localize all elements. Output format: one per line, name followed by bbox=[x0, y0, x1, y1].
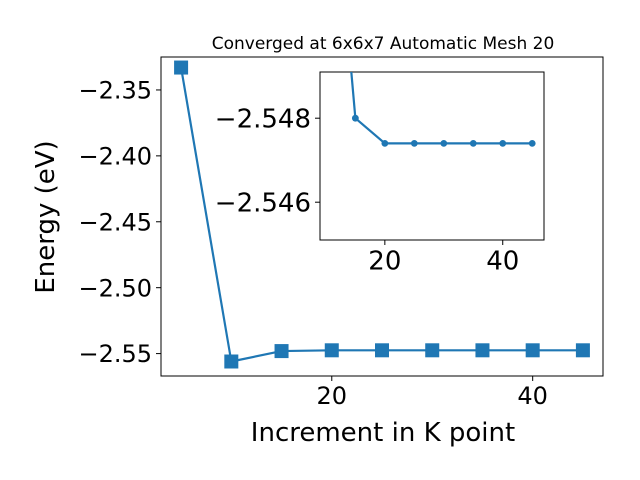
inset-x-tick-label: 40 bbox=[486, 247, 519, 277]
inset-data-point bbox=[440, 140, 448, 147]
main-frame bbox=[160, 56, 604, 377]
main-data-point bbox=[375, 343, 389, 358]
main-y-tick-label: −2.35 bbox=[78, 77, 152, 105]
inset-data-point bbox=[410, 140, 418, 147]
main-data-point bbox=[324, 343, 339, 358]
main-data-point bbox=[274, 344, 289, 359]
main-data-point bbox=[174, 60, 189, 75]
inset-series-line bbox=[350, 72, 533, 145]
main-data-point bbox=[224, 354, 239, 369]
inset-y-tick-label: −2.546 bbox=[215, 189, 311, 219]
main-y-tick-label: −2.40 bbox=[78, 143, 152, 171]
inset-frame bbox=[319, 71, 545, 241]
main-y-tick-label: −2.55 bbox=[78, 340, 152, 368]
main-x-tick-label: 20 bbox=[316, 382, 347, 410]
main-data-point bbox=[425, 343, 440, 358]
chart-title: Converged at 6x6x7 Automatic Mesh 20 bbox=[212, 34, 555, 54]
inset-plot-area: 20 40 −2.548 −2.546 bbox=[215, 71, 545, 277]
inset-data-point bbox=[351, 114, 359, 122]
inset-data-point bbox=[381, 140, 389, 147]
inset-data-point bbox=[499, 140, 507, 147]
inset-x-tick-label: 20 bbox=[368, 247, 401, 277]
x-axis-label: Increment in K point bbox=[251, 418, 515, 448]
main-data-point bbox=[475, 343, 490, 358]
inset-data-point bbox=[469, 140, 477, 147]
main-data-point bbox=[525, 343, 540, 358]
inset-y-tick-label: −2.548 bbox=[215, 105, 311, 135]
y-axis-label: Energy (eV) bbox=[31, 140, 61, 293]
main-data-point bbox=[575, 343, 590, 358]
main-y-tick-label: −2.50 bbox=[78, 274, 152, 302]
inset-data-point bbox=[528, 140, 536, 147]
main-x-tick-label: 40 bbox=[517, 382, 548, 410]
main-y-tick-label: −2.45 bbox=[78, 208, 152, 236]
main-plot-area: 20 40 −2.35 −2.40 −2.45 −2.50 −2.55 bbox=[78, 56, 604, 410]
